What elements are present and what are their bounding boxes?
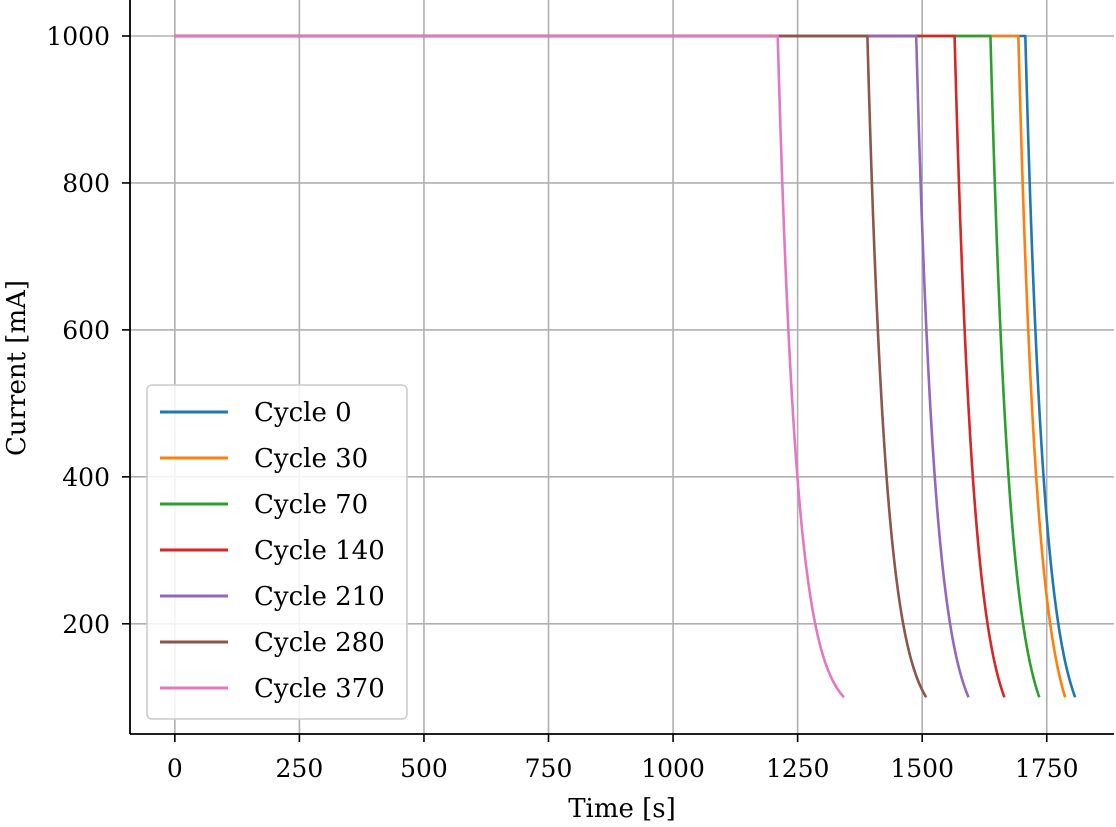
y-tick-label: 600 (62, 316, 110, 345)
x-tick-label: 0 (167, 754, 183, 783)
legend-label: Cycle 140 (254, 536, 385, 566)
x-tick-label: 250 (276, 754, 324, 783)
legend-label: Cycle 70 (254, 490, 368, 520)
legend-label: Cycle 0 (254, 398, 352, 428)
legend-label: Cycle 210 (254, 582, 385, 612)
series-line-7 (174, 34, 845, 699)
x-tick-label: 1250 (766, 754, 830, 783)
legend-box (146, 384, 408, 720)
legend-label: Cycle 370 (254, 674, 385, 704)
y-tick-label: 800 (62, 169, 110, 198)
series-line-4 (174, 34, 1006, 698)
x-tick-label: 500 (400, 754, 448, 783)
y-tick-label: 200 (62, 610, 110, 639)
series-line-1 (174, 34, 1077, 698)
axes (129, 0, 1114, 735)
series-line-6 (174, 34, 928, 698)
series-line-3 (174, 34, 1041, 698)
series-line-5 (174, 34, 970, 698)
x-axis-title: Time [s] (568, 794, 676, 824)
y-tick-label: 400 (62, 463, 110, 492)
x-tick-label: 1000 (641, 754, 705, 783)
x-tick-label: 750 (525, 754, 573, 783)
x-tick-label: 1750 (1015, 754, 1079, 783)
series-line-2 (174, 34, 1067, 698)
y-axis-title: Current [mA] (2, 280, 32, 456)
legend: Cycle 0 Cycle 30 Cycle 70 Cycle 140 Cycle 21… (146, 384, 408, 720)
x-axis-ticks: 0 250 500 750 1000 1250 1500 1750 (167, 734, 1079, 783)
legend-label: Cycle 30 (254, 444, 368, 474)
y-tick-label: 1000 (46, 22, 110, 51)
x-tick-label: 1500 (890, 754, 954, 783)
y-axis-ticks: 200 400 600 800 1000 (46, 22, 130, 639)
legend-label: Cycle 280 (254, 628, 385, 658)
series-lines (174, 34, 1077, 699)
